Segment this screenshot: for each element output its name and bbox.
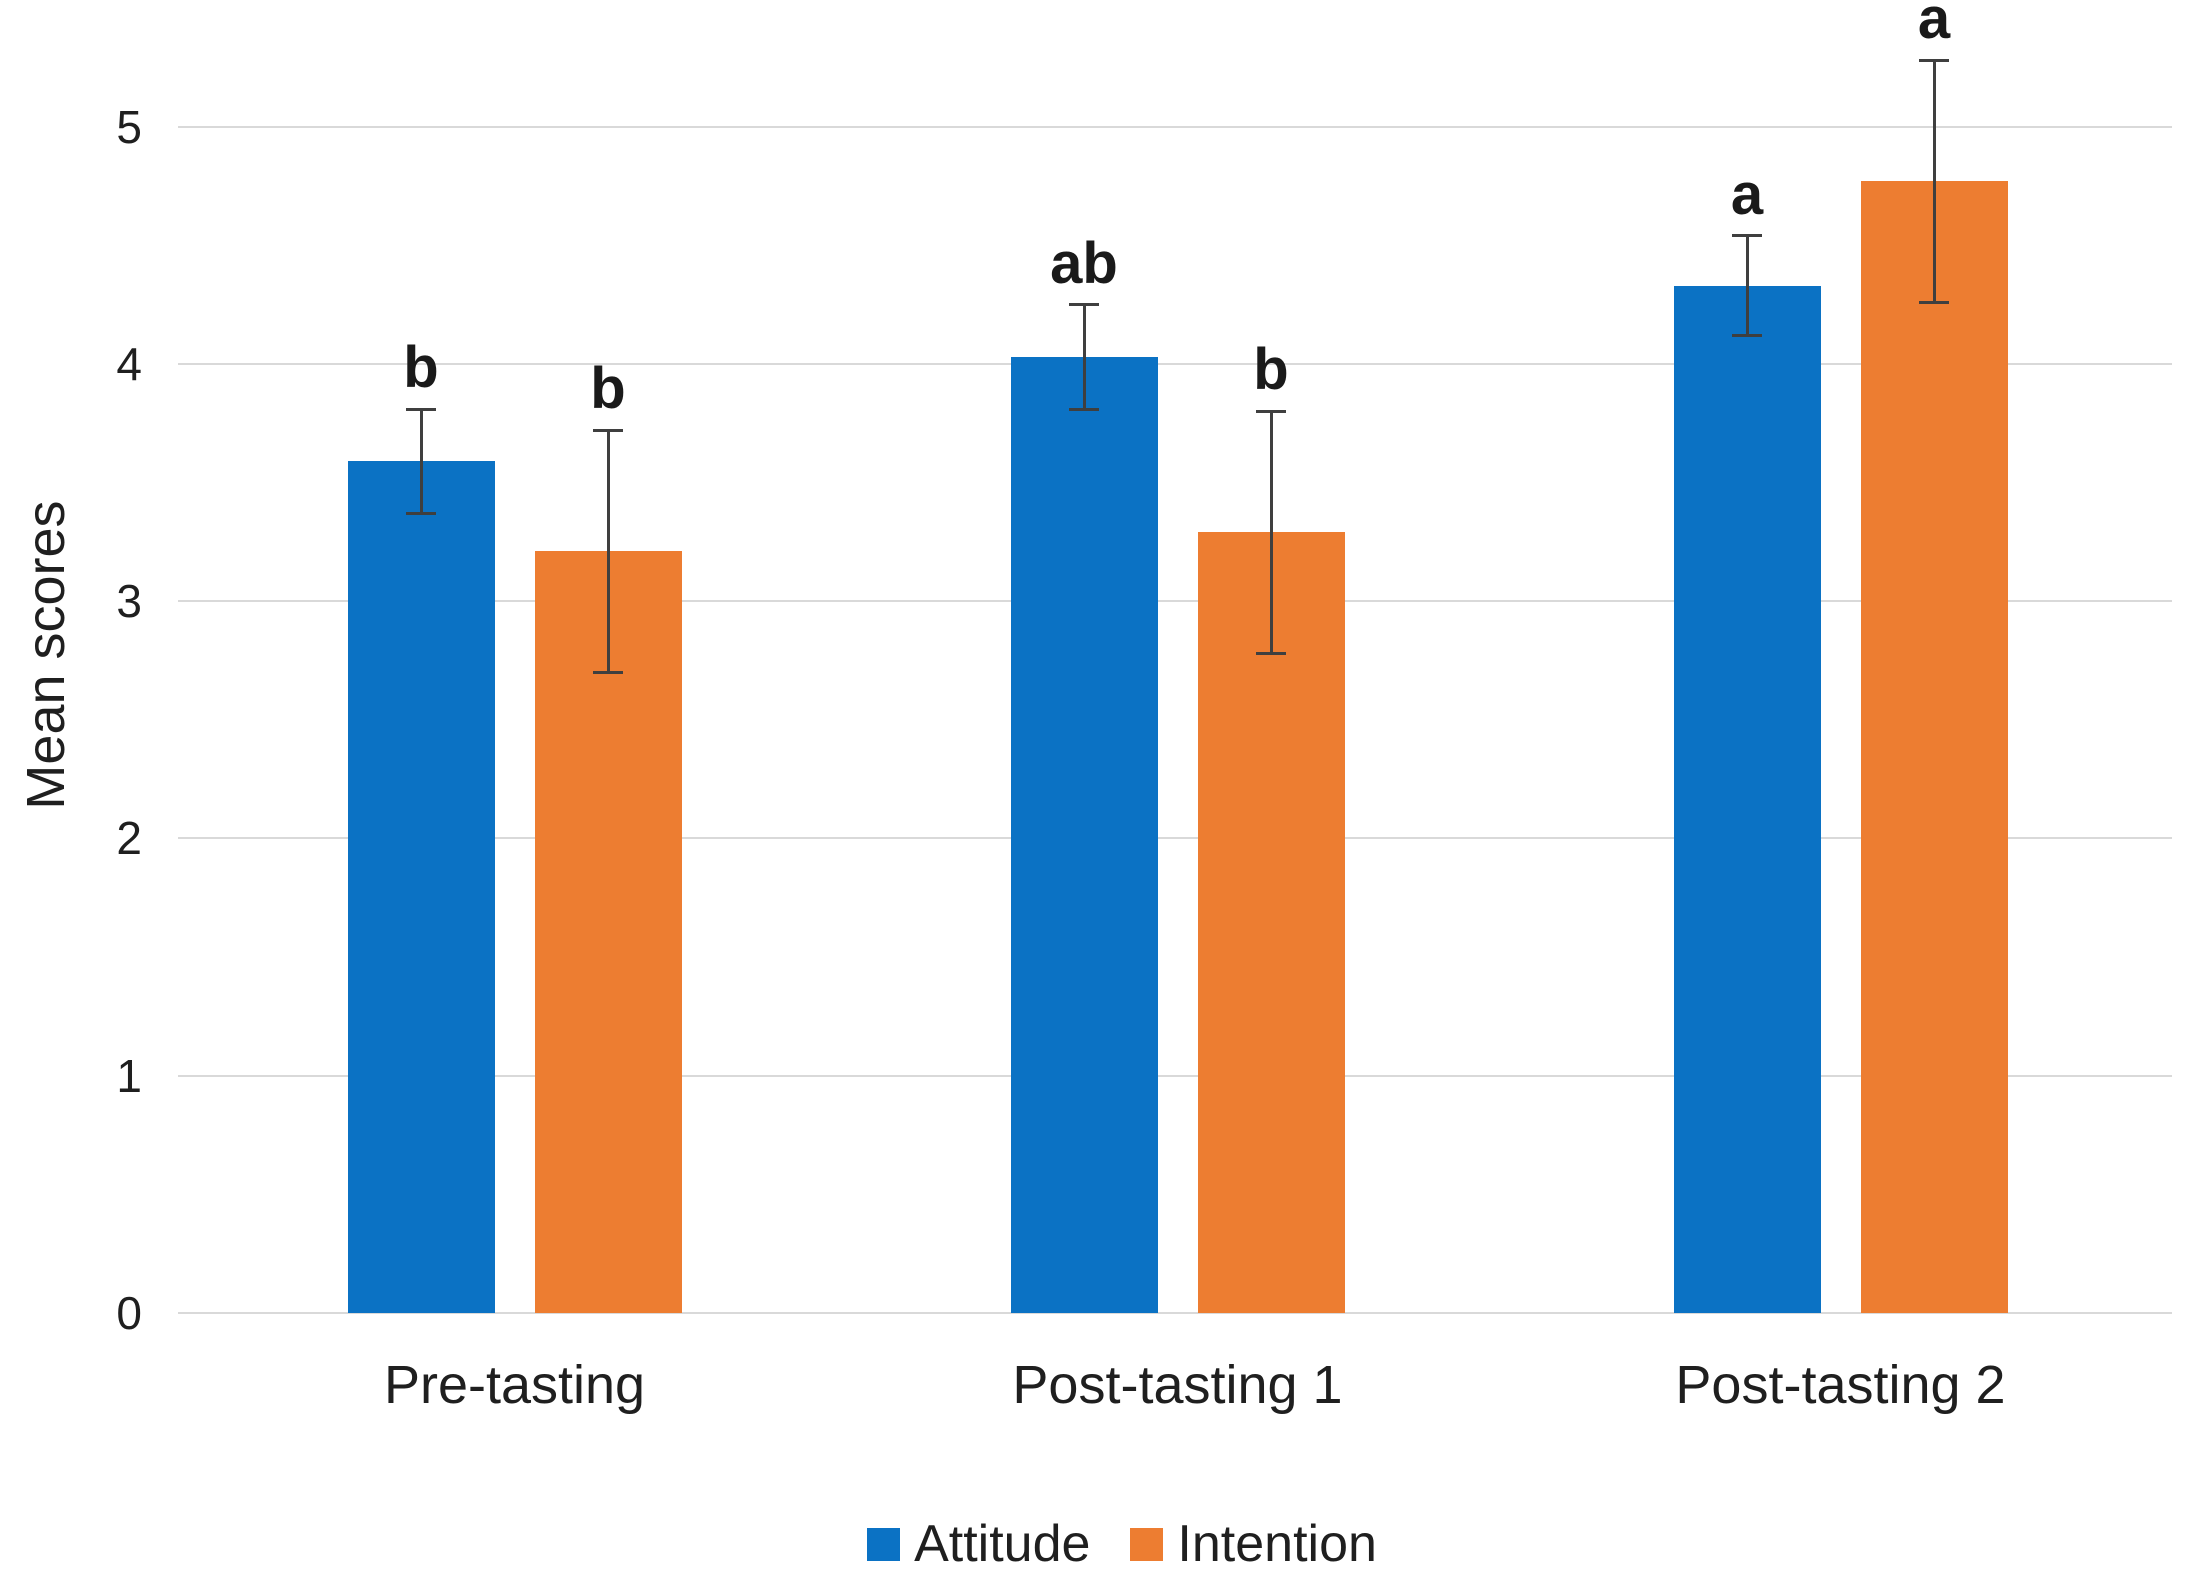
error-bar bbox=[419, 409, 423, 514]
y-axis: 0 1 2 3 4 5 bbox=[0, 0, 142, 1582]
error-bar-cap-top bbox=[593, 428, 623, 432]
significance-letter: a bbox=[1917, 0, 1951, 52]
error-bar bbox=[1745, 235, 1749, 336]
error-bar-cap-bottom bbox=[1919, 300, 1949, 304]
bar-attitude-pre-tasting bbox=[347, 461, 495, 1313]
plot-area: b ab a b b a bbox=[178, 0, 2172, 1314]
bar-intention-post-tasting-2 bbox=[1860, 181, 2008, 1313]
bar-intention-post-tasting-1 bbox=[1197, 532, 1345, 1313]
error-bar-cap-top bbox=[1069, 303, 1099, 307]
legend-label-intention: Intention bbox=[1177, 1515, 1377, 1573]
x-category-label: Pre-tasting bbox=[383, 1355, 646, 1415]
legend-label-attitude: Attitude bbox=[914, 1515, 1091, 1573]
y-tick-label-5: 5 bbox=[116, 100, 142, 153]
error-bar-cap-top bbox=[406, 407, 436, 411]
gridline-0 bbox=[178, 1312, 2172, 1314]
error-bar bbox=[606, 430, 610, 673]
legend: Attitude Intention bbox=[47, 1512, 2197, 1576]
error-bar-cap-bottom bbox=[1069, 407, 1099, 411]
error-bar-cap-bottom bbox=[1256, 651, 1286, 655]
y-tick-label-3: 3 bbox=[116, 575, 142, 628]
gridline-2 bbox=[178, 837, 2172, 840]
y-tick-label-1: 1 bbox=[116, 1049, 142, 1102]
gridline-3 bbox=[178, 600, 2172, 603]
gridline-4 bbox=[178, 362, 2172, 365]
error-bar-cap-top bbox=[1732, 234, 1762, 238]
legend-item-intention: Intention bbox=[1130, 1512, 1377, 1576]
error-bar-cap-top bbox=[1919, 58, 1949, 62]
error-bar-cap-bottom bbox=[406, 511, 436, 515]
y-tick-label-4: 4 bbox=[116, 337, 142, 390]
error-bar bbox=[1932, 60, 1936, 303]
gridline-5 bbox=[178, 125, 2172, 128]
legend-swatch-intention bbox=[1130, 1527, 1164, 1561]
significance-letter: a bbox=[1730, 161, 1764, 227]
significance-letter: b bbox=[1253, 337, 1289, 403]
significance-letter: ab bbox=[1050, 230, 1118, 296]
bar-attitude-post-tasting-2 bbox=[1673, 285, 1821, 1313]
error-bar bbox=[1269, 411, 1273, 654]
bar-attitude-post-tasting-1 bbox=[1010, 356, 1158, 1313]
error-bar bbox=[1082, 304, 1086, 409]
error-bar-cap-top bbox=[1256, 409, 1286, 413]
bar-intention-pre-tasting bbox=[534, 551, 682, 1313]
x-category-label: Post-tasting 1 bbox=[1012, 1355, 1343, 1415]
significance-letter: b bbox=[590, 356, 626, 422]
x-axis: Pre-tasting Post-tasting 1 Post-tasting 2 bbox=[0, 1353, 2197, 1423]
y-tick-label-2: 2 bbox=[116, 812, 142, 865]
error-bar-cap-bottom bbox=[1732, 333, 1762, 337]
legend-item-attitude: Attitude bbox=[867, 1512, 1090, 1576]
significance-letter: b bbox=[403, 335, 439, 400]
gridline-1 bbox=[178, 1074, 2172, 1077]
error-bar-cap-bottom bbox=[593, 670, 623, 674]
legend-swatch-attitude bbox=[867, 1527, 901, 1561]
y-tick-label-0: 0 bbox=[116, 1287, 142, 1339]
x-category-label: Post-tasting 2 bbox=[1675, 1355, 2006, 1415]
